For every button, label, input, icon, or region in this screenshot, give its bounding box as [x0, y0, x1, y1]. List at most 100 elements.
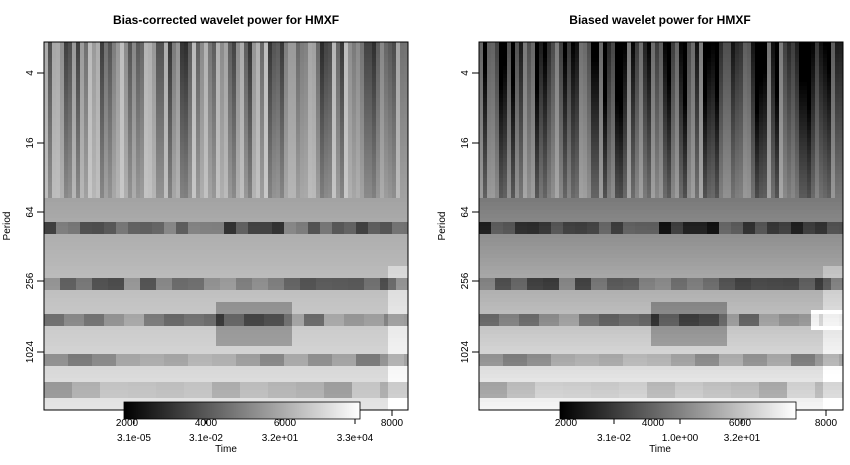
heatmap-cell: [100, 226, 105, 231]
heatmap-cell: [52, 394, 57, 399]
heatmap-cell: [200, 210, 205, 215]
heatmap-cell: [144, 314, 149, 319]
heatmap-cell: [228, 362, 233, 367]
heatmap-cell: [112, 282, 117, 287]
heatmap-cell: [68, 338, 73, 343]
heatmap-cell: [232, 162, 237, 167]
heatmap-cell: [48, 62, 53, 67]
heatmap-cell: [168, 354, 173, 359]
heatmap-cell: [164, 294, 169, 299]
heatmap-cell: [60, 398, 65, 403]
heatmap-cell: [204, 234, 209, 239]
heatmap-cell: [200, 110, 205, 115]
heatmap-cell: [96, 62, 101, 67]
heatmap-cell: [60, 230, 65, 235]
heatmap-cell: [256, 294, 261, 299]
heatmap-cell: [228, 374, 233, 379]
heatmap-cell: [172, 338, 177, 343]
heatmap-cell: [224, 214, 229, 219]
heatmap-cell: [56, 54, 61, 59]
heatmap-cell: [84, 234, 89, 239]
heatmap-cell: [108, 234, 113, 239]
heatmap-cell: [52, 282, 57, 287]
heatmap-cell: [112, 302, 117, 307]
heatmap-cell: [104, 66, 109, 71]
heatmap-cell: [108, 190, 113, 195]
heatmap-cell: [72, 278, 77, 283]
heatmap-cell: [160, 110, 165, 115]
heatmap-cell: [236, 298, 241, 303]
heatmap-cell: [104, 306, 109, 311]
heatmap-cell: [188, 218, 193, 223]
heatmap-cell: [76, 366, 81, 371]
heatmap-cell: [112, 398, 117, 403]
heatmap-cell: [64, 54, 69, 59]
heatmap-cell: [184, 394, 189, 399]
heatmap-cell: [148, 94, 153, 99]
heatmap-cell: [220, 314, 225, 319]
heatmap-cell: [204, 206, 209, 211]
heatmap-cell: [160, 170, 165, 175]
heatmap-cell: [140, 222, 145, 227]
heatmap-cell: [44, 234, 49, 239]
heatmap-cell: [180, 118, 185, 123]
heatmap-cell: [104, 342, 109, 347]
heatmap-cell: [212, 370, 217, 375]
heatmap-cell: [160, 186, 165, 191]
heatmap-cell: [88, 258, 93, 263]
heatmap-cell: [104, 194, 109, 199]
heatmap-cell: [96, 150, 101, 155]
heatmap-cell: [96, 58, 101, 63]
heatmap-cell: [180, 98, 185, 103]
heatmap-cell: [212, 298, 217, 303]
heatmap-cell: [232, 318, 237, 323]
heatmap-cell: [132, 242, 137, 247]
heatmap-cell: [188, 254, 193, 259]
heatmap-cell: [48, 114, 53, 119]
heatmap-cell: [72, 394, 77, 399]
heatmap-cell: [204, 126, 209, 131]
heatmap-cell: [144, 234, 149, 239]
heatmap-cell: [244, 366, 249, 371]
heatmap-cell: [48, 298, 53, 303]
heatmap-cell: [144, 374, 149, 379]
heatmap-cell: [116, 390, 121, 395]
heatmap-cell: [208, 326, 213, 331]
heatmap-cell: [212, 166, 217, 171]
heatmap-cell: [212, 338, 217, 343]
heatmap-cell: [252, 218, 257, 223]
heatmap-cell: [64, 66, 69, 71]
heatmap-cell: [144, 210, 149, 215]
heatmap-cell: [132, 138, 137, 143]
heatmap-cell: [112, 102, 117, 107]
heatmap-cell: [140, 326, 145, 331]
heatmap-cell: [44, 330, 49, 335]
heatmap-cell: [64, 222, 69, 227]
heatmap-cell: [96, 98, 101, 103]
heatmap-cell: [108, 74, 113, 79]
heatmap-cell: [100, 78, 105, 83]
heatmap-cell: [116, 114, 121, 119]
heatmap-cell: [68, 186, 73, 191]
heatmap-cell: [160, 310, 165, 315]
heatmap-cell: [44, 226, 49, 231]
heatmap-cell: [64, 298, 69, 303]
heatmap-cell: [44, 154, 49, 159]
heatmap-cell: [172, 198, 177, 203]
heatmap-cell: [204, 334, 209, 339]
heatmap-cell: [96, 362, 101, 367]
heatmap-cell: [156, 106, 161, 111]
heatmap-cell: [48, 142, 53, 147]
heatmap-cell: [52, 398, 57, 403]
heatmap-cell: [208, 162, 213, 167]
heatmap-cell: [112, 106, 117, 111]
heatmap-cell: [152, 86, 157, 91]
heatmap-cell: [68, 374, 73, 379]
heatmap-cell: [188, 378, 193, 383]
heatmap-cell: [208, 90, 213, 95]
heatmap-cell: [116, 178, 121, 183]
heatmap-cell: [48, 374, 53, 379]
heatmap-cell: [188, 310, 193, 315]
heatmap-cell: [88, 358, 93, 363]
heatmap-cell: [160, 214, 165, 219]
